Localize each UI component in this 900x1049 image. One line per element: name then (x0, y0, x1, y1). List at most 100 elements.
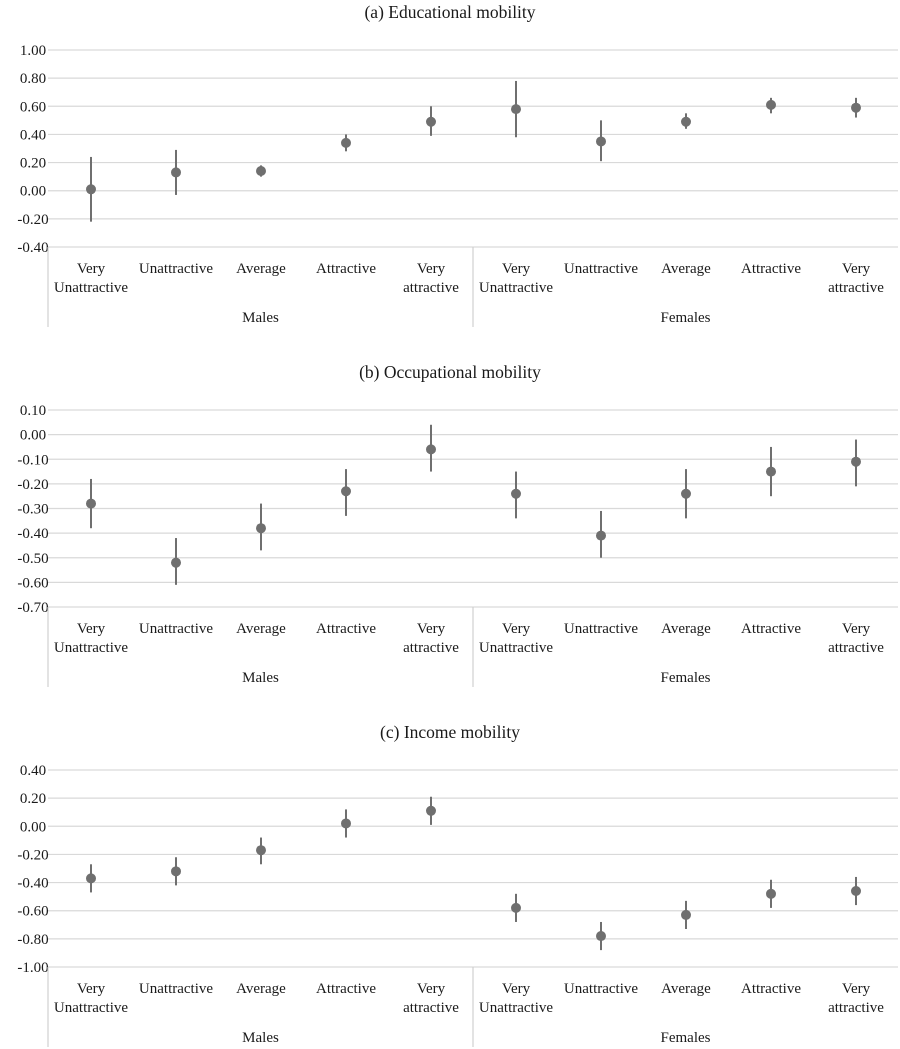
x-tick-label: Very (417, 261, 446, 277)
y-tick-label: 0.80 (20, 71, 46, 87)
x-tick-label: Very (842, 621, 871, 637)
data-point (426, 116, 436, 127)
y-tick-label: -0.70 (17, 600, 48, 616)
data-point (596, 530, 606, 541)
data-point (596, 931, 606, 942)
y-tick-label: -0.60 (17, 575, 48, 591)
x-tick-label: Very (417, 621, 446, 637)
x-tick-label: Unattractive (564, 621, 638, 637)
x-tick-label: Unattractive (139, 621, 213, 637)
y-tick-label: -0.20 (17, 212, 48, 228)
x-tick-label: Unattractive (54, 1000, 128, 1016)
y-tick-label: 0.40 (20, 127, 46, 143)
data-point (256, 166, 266, 177)
data-point (681, 116, 691, 127)
data-point (766, 99, 776, 110)
x-tick-label: Attractive (741, 981, 801, 997)
x-tick-label: Unattractive (54, 640, 128, 656)
x-tick-label: Very (77, 981, 106, 997)
y-tick-label: 0.20 (20, 791, 46, 807)
group-label-males: Males (242, 310, 279, 326)
data-point (851, 456, 861, 467)
y-tick-label: 0.00 (20, 819, 46, 835)
y-tick-label: -1.00 (17, 960, 48, 976)
x-tick-label: Very (77, 621, 106, 637)
data-point (511, 902, 521, 913)
group-label-males: Males (242, 670, 279, 686)
x-tick-label: Very (417, 981, 446, 997)
x-tick-label: attractive (403, 280, 459, 296)
x-tick-label: attractive (828, 1000, 884, 1016)
x-tick-label: Unattractive (139, 981, 213, 997)
x-tick-label: Attractive (316, 621, 376, 637)
data-point (86, 498, 96, 509)
x-tick-label: Very (77, 261, 106, 277)
y-tick-label: 1.00 (20, 43, 46, 59)
y-tick-label: 0.60 (20, 99, 46, 115)
x-tick-label: Unattractive (479, 1000, 553, 1016)
data-point (766, 888, 776, 899)
data-point (171, 866, 181, 877)
x-tick-label: Average (236, 621, 286, 637)
y-tick-label: -0.40 (17, 526, 48, 542)
group-label-males: Males (242, 1030, 279, 1046)
y-tick-label: -0.80 (17, 932, 48, 948)
data-point (426, 444, 436, 455)
data-point (341, 137, 351, 148)
x-tick-label: Attractive (741, 261, 801, 277)
data-point (86, 184, 96, 195)
x-tick-label: Average (661, 621, 711, 637)
x-tick-label: attractive (403, 1000, 459, 1016)
x-tick-label: attractive (403, 640, 459, 656)
x-tick-label: Attractive (316, 981, 376, 997)
y-tick-label: -0.30 (17, 502, 48, 518)
data-point (596, 136, 606, 147)
x-tick-label: Very (842, 261, 871, 277)
group-label-females: Females (661, 670, 711, 686)
x-tick-label: Very (502, 621, 531, 637)
y-tick-label: -0.20 (17, 847, 48, 863)
y-tick-label: -0.20 (17, 477, 48, 493)
data-point (851, 886, 861, 897)
x-tick-label: Unattractive (479, 640, 553, 656)
x-tick-label: Attractive (741, 621, 801, 637)
x-tick-label: Average (661, 261, 711, 277)
x-tick-label: Average (236, 261, 286, 277)
y-tick-label: 0.00 (20, 428, 46, 444)
data-point (766, 466, 776, 477)
x-tick-label: Very (842, 981, 871, 997)
data-point (851, 102, 861, 113)
y-tick-label: 0.10 (20, 403, 46, 419)
chart-panel-2: (b) Occupational mobility 0.10 0.00 -0.10 -0… (17, 362, 898, 687)
x-tick-label: Average (661, 981, 711, 997)
group-label-females: Females (661, 310, 711, 326)
y-tick-label: -0.50 (17, 551, 48, 567)
y-tick-label: -0.60 (17, 904, 48, 920)
chart-title: (a) Educational mobility (364, 2, 535, 22)
data-point (681, 909, 691, 920)
data-point (511, 104, 521, 115)
chart-title: (c) Income mobility (380, 722, 520, 742)
x-tick-label: Attractive (316, 261, 376, 277)
y-tick-label: 0.20 (20, 156, 46, 172)
data-point (171, 167, 181, 178)
x-tick-label: attractive (828, 640, 884, 656)
data-point (86, 873, 96, 884)
y-tick-label: 0.00 (20, 184, 46, 200)
x-tick-label: Unattractive (564, 981, 638, 997)
data-point (681, 488, 691, 499)
y-tick-label: -0.40 (17, 876, 48, 892)
data-point (426, 805, 436, 816)
data-point (341, 818, 351, 829)
x-tick-label: Very (502, 981, 531, 997)
chart-panel-1: (a) Educational mobility 1.00 0.80 0.60 0.40… (17, 2, 898, 327)
data-point (341, 486, 351, 497)
x-tick-label: Average (236, 981, 286, 997)
y-tick-label: -0.10 (17, 452, 48, 468)
x-tick-label: Unattractive (54, 280, 128, 296)
x-tick-label: Unattractive (564, 261, 638, 277)
x-tick-label: Unattractive (139, 261, 213, 277)
data-point (256, 845, 266, 856)
chart-panel-3: (c) Income mobility 0.40 0.20 0.00 -0.20 -0.4… (17, 722, 898, 1047)
